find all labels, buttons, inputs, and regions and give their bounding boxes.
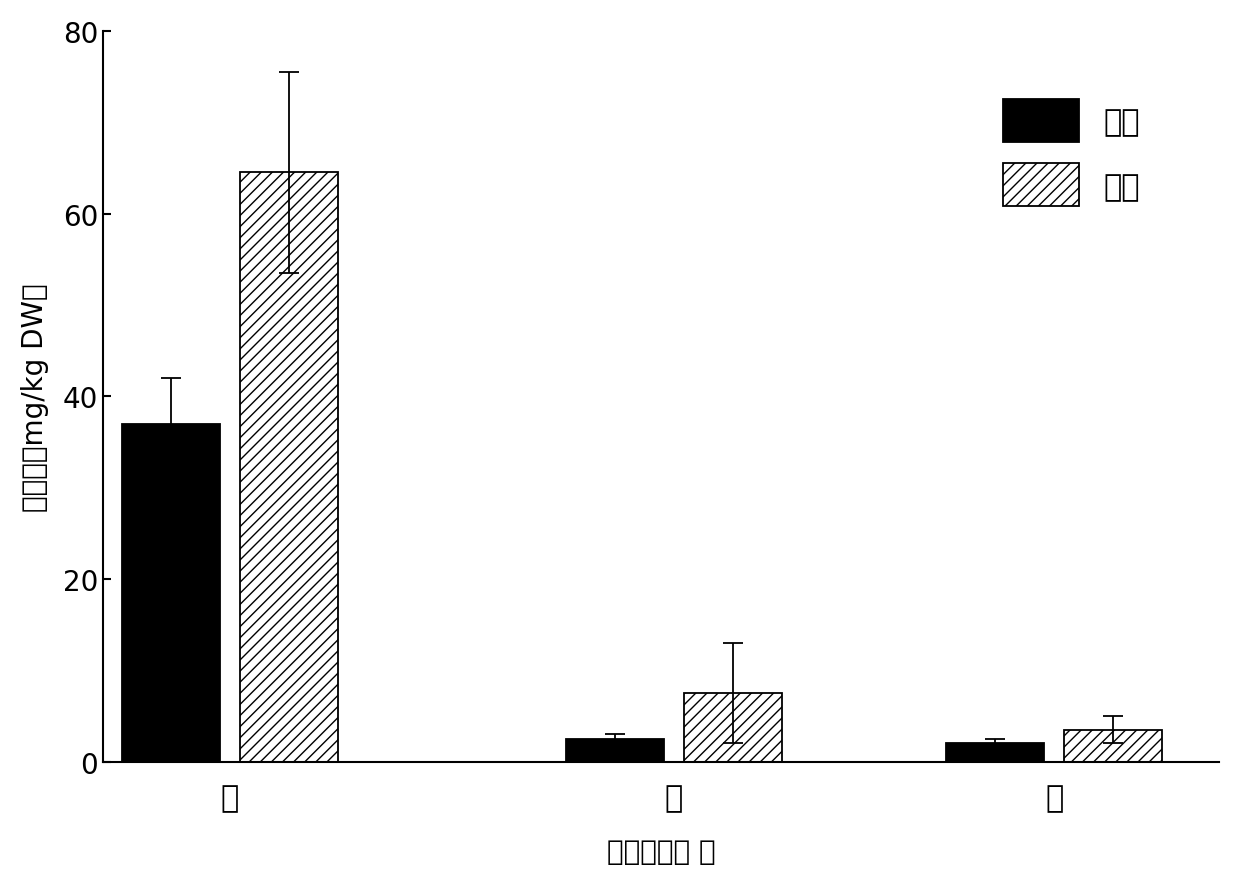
Bar bbox=[241, 174, 337, 762]
Bar bbox=[565, 739, 663, 762]
Bar bbox=[946, 743, 1044, 762]
Bar bbox=[122, 424, 219, 762]
Y-axis label: 钓含量（mg/kg DW）: 钓含量（mg/kg DW） bbox=[21, 283, 48, 511]
Legend: 对照, 处理: 对照, 处理 bbox=[972, 69, 1171, 237]
Bar bbox=[684, 694, 781, 762]
X-axis label: 植物营养器 官: 植物营养器 官 bbox=[606, 837, 715, 866]
Bar bbox=[1064, 730, 1162, 762]
